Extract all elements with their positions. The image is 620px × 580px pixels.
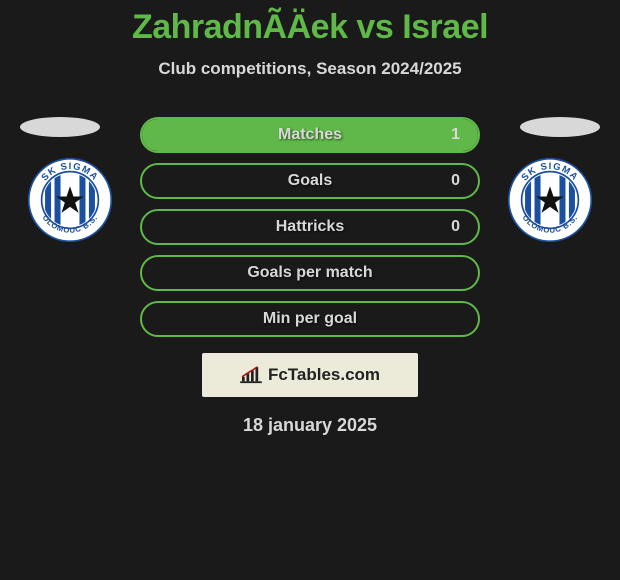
date-label: 18 january 2025: [0, 415, 620, 436]
right-shadow-ellipse: [520, 117, 600, 137]
stat-row-matches: Matches 1: [140, 117, 480, 153]
stat-label: Goals: [288, 172, 332, 190]
stat-label: Matches: [278, 126, 342, 144]
stat-row-goals-per-match: Goals per match: [140, 255, 480, 291]
right-club-crest: SK SIGMA OLOMOUC B.S.: [500, 157, 600, 243]
stat-label: Min per goal: [263, 310, 357, 328]
stat-row-min-per-goal: Min per goal: [140, 301, 480, 337]
page-title: ZahradnÃÄek vs Israel: [0, 0, 620, 47]
comparison-panel: SK SIGMA OLOMOUC B.S.: [0, 117, 620, 436]
left-club-crest: SK SIGMA OLOMOUC B.S.: [20, 157, 120, 243]
brand-logo[interactable]: FcTables.com: [202, 353, 418, 397]
brand-name: FcTables.com: [268, 365, 380, 385]
sigma-crest-icon: SK SIGMA OLOMOUC B.S.: [507, 157, 593, 243]
stat-label: Hattricks: [276, 218, 344, 236]
stat-row-goals: Goals 0: [140, 163, 480, 199]
stat-value: 0: [451, 218, 460, 236]
subtitle: Club competitions, Season 2024/2025: [0, 59, 620, 79]
stats-list: Matches 1 Goals 0 Hattricks 0 Goals per …: [140, 117, 480, 337]
stat-row-hattricks: Hattricks 0: [140, 209, 480, 245]
stat-value: 0: [451, 172, 460, 190]
stat-value: 1: [451, 126, 460, 144]
sigma-crest-icon: SK SIGMA OLOMOUC B.S.: [27, 157, 113, 243]
left-shadow-ellipse: [20, 117, 100, 137]
stat-label: Goals per match: [247, 264, 372, 282]
bar-chart-icon: [240, 366, 262, 384]
